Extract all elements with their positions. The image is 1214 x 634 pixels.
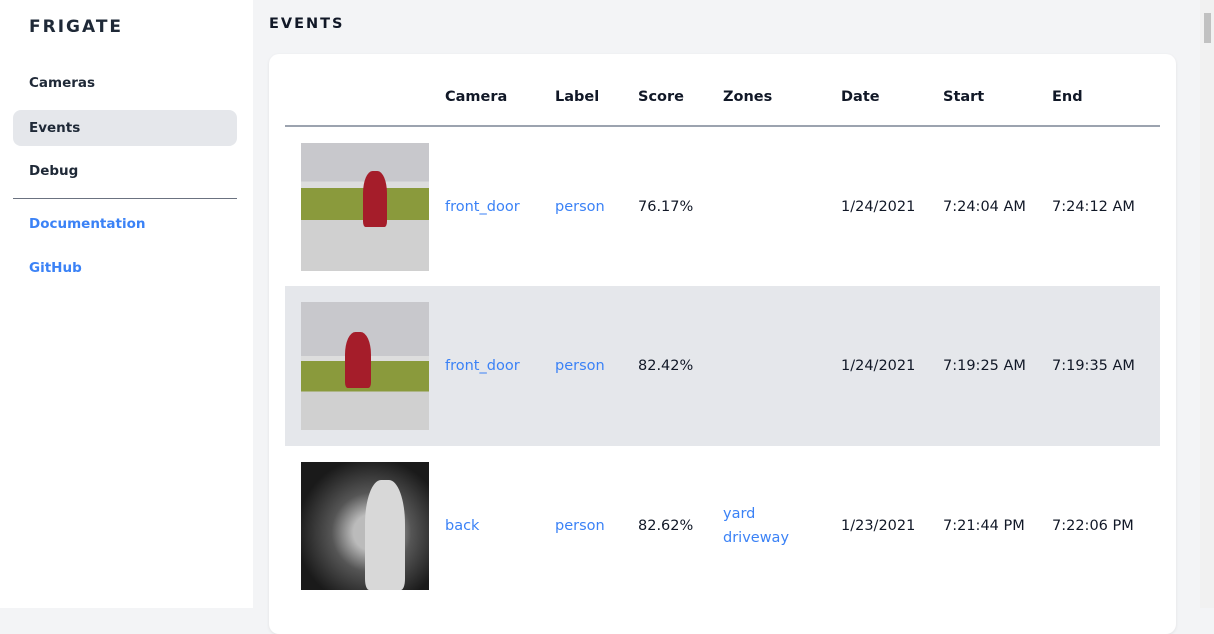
col-date: Date bbox=[841, 54, 943, 127]
end-time: 7:19:35 AM bbox=[1052, 286, 1160, 446]
zones bbox=[723, 126, 841, 286]
col-camera: Camera bbox=[445, 54, 555, 127]
label-link[interactable]: person bbox=[555, 358, 605, 374]
link-github[interactable]: GitHub bbox=[29, 260, 82, 276]
brand-logo: FRIGATE bbox=[29, 17, 124, 37]
zone-link[interactable]: yard bbox=[723, 506, 756, 522]
scrollbar-thumb[interactable] bbox=[1204, 13, 1211, 43]
nav-events[interactable]: Events bbox=[13, 110, 237, 146]
col-zones: Zones bbox=[723, 54, 841, 127]
score: 76.17% bbox=[638, 198, 694, 215]
zones: yard driveway bbox=[723, 446, 841, 606]
event-thumbnail[interactable] bbox=[301, 462, 429, 590]
camera-link[interactable]: front_door bbox=[445, 358, 520, 374]
date: 1/24/2021 bbox=[841, 198, 916, 215]
col-thumbnail bbox=[285, 54, 445, 127]
end-time: 7:24:12 AM bbox=[1052, 198, 1135, 215]
events-table: Camera Label Score Zones Date Start End … bbox=[285, 54, 1160, 606]
table-row[interactable]: back person 82.62% yard driveway 1/23/202… bbox=[285, 446, 1160, 606]
table-header: Camera Label Score Zones Date Start End bbox=[285, 54, 1160, 127]
start-time: 7:19:25 AM bbox=[943, 286, 1052, 446]
end-time: 7:22:06 PM bbox=[1052, 518, 1134, 534]
scrollbar[interactable] bbox=[1200, 0, 1214, 608]
date: 1/24/2021 bbox=[841, 286, 943, 446]
score: 82.42% bbox=[638, 286, 723, 446]
sidebar-divider bbox=[13, 198, 237, 199]
camera-link[interactable]: back bbox=[445, 518, 480, 534]
sidebar: FRIGATE Cameras Events Debug Documentati… bbox=[0, 0, 253, 608]
table-row[interactable]: front_door person 82.42% 1/24/2021 7:19:… bbox=[285, 286, 1160, 446]
label-link[interactable]: person bbox=[555, 198, 605, 215]
nav-debug[interactable]: Debug bbox=[29, 163, 79, 179]
score: 82.62% bbox=[638, 518, 694, 534]
col-label: Label bbox=[555, 54, 638, 127]
start-time: 7:21:44 PM bbox=[943, 518, 1025, 534]
table-row[interactable]: front_door person 76.17% 1/24/2021 7:24:… bbox=[285, 126, 1160, 286]
link-documentation[interactable]: Documentation bbox=[29, 216, 146, 232]
col-end: End bbox=[1052, 54, 1160, 127]
nav-cameras[interactable]: Cameras bbox=[29, 75, 96, 91]
events-card: Camera Label Score Zones Date Start End … bbox=[269, 54, 1176, 634]
camera-link[interactable]: front_door bbox=[445, 198, 520, 215]
col-start: Start bbox=[943, 54, 1052, 127]
date: 1/23/2021 bbox=[841, 518, 916, 534]
zones bbox=[723, 286, 841, 446]
col-score: Score bbox=[638, 54, 723, 127]
zone-link[interactable]: driveway bbox=[723, 530, 790, 546]
page-title: EVENTS bbox=[269, 16, 345, 32]
start-time: 7:24:04 AM bbox=[943, 198, 1026, 215]
label-link[interactable]: person bbox=[555, 518, 605, 534]
event-thumbnail[interactable] bbox=[301, 302, 429, 430]
event-thumbnail[interactable] bbox=[301, 142, 429, 271]
